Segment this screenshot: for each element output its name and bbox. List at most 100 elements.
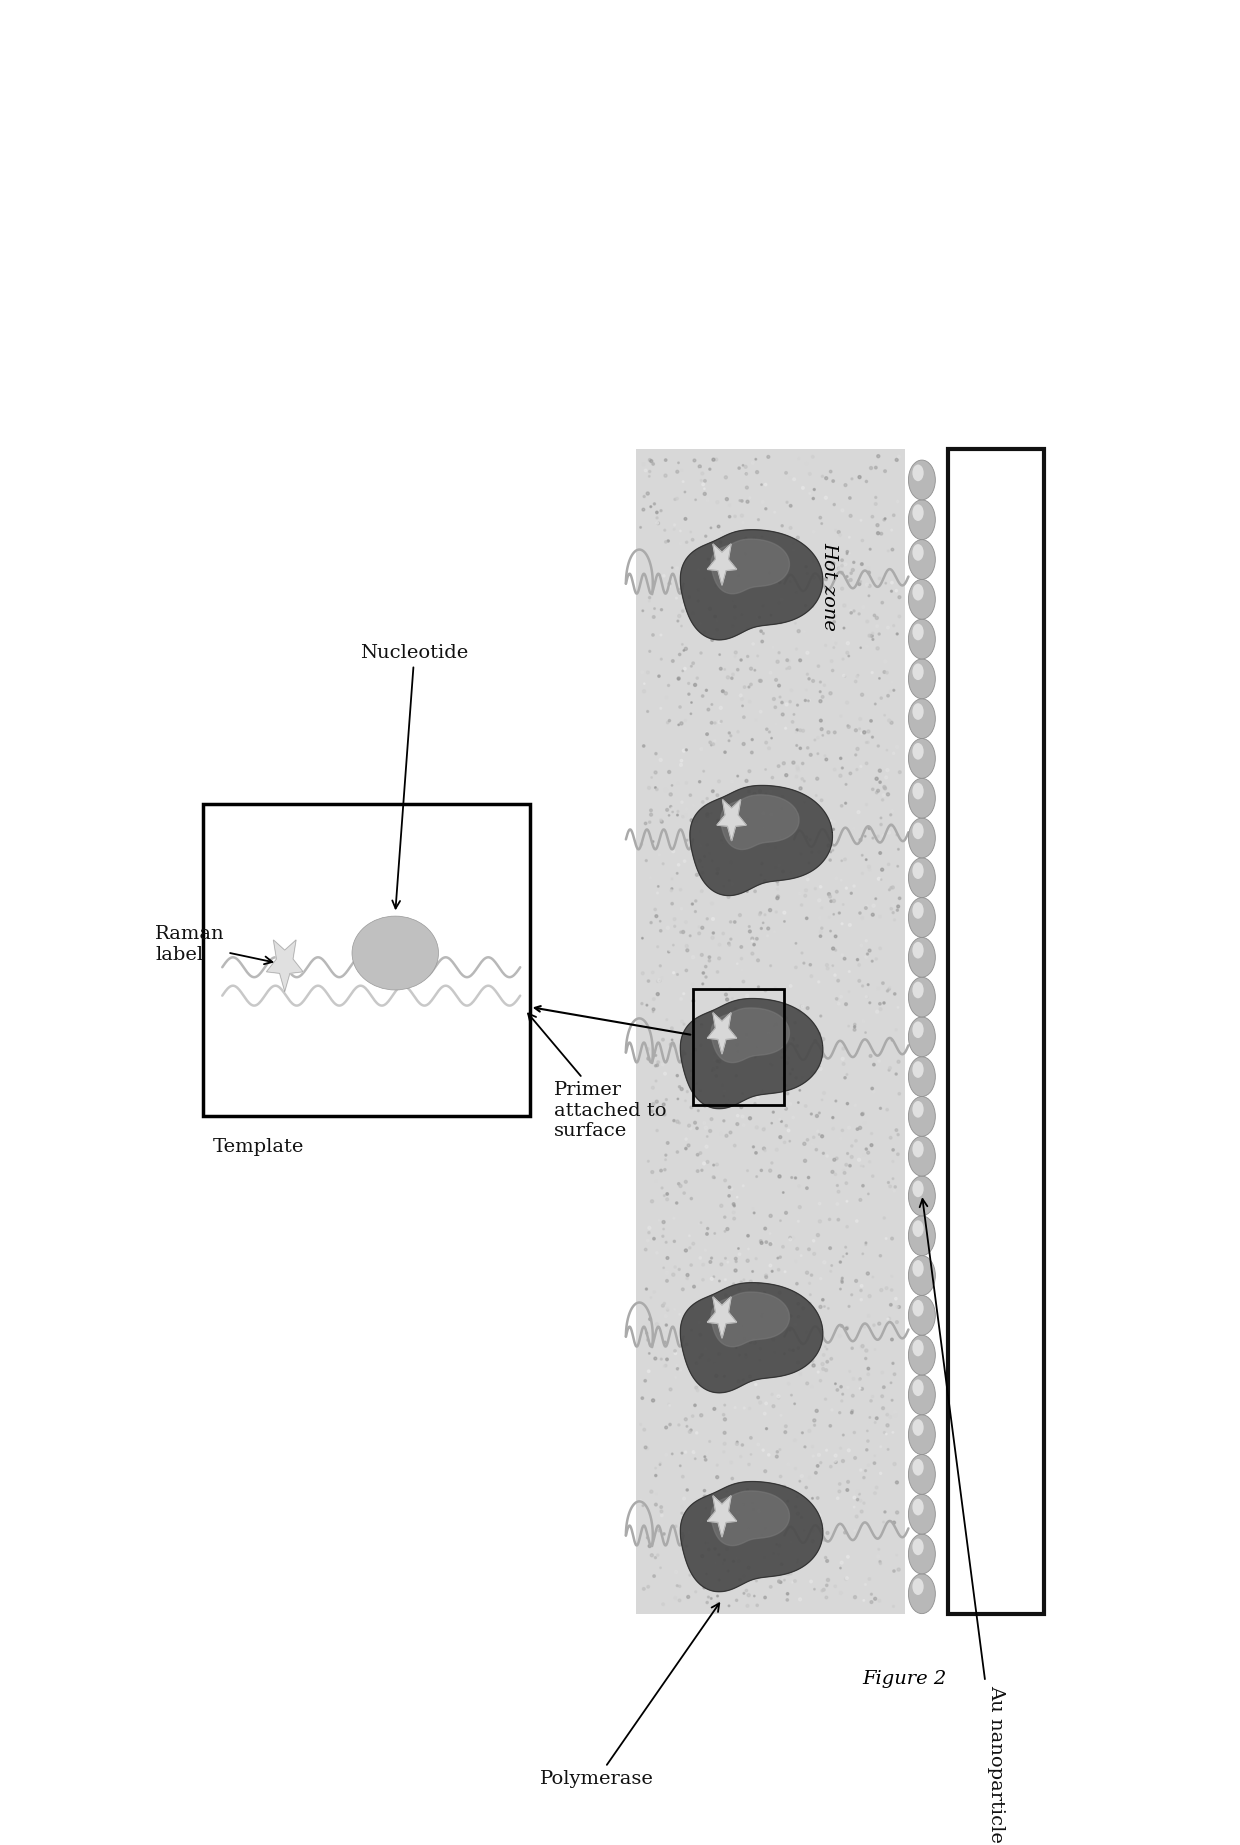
Point [688, 576, 708, 605]
Point [717, 485, 737, 515]
Point [849, 1365, 869, 1395]
Point [753, 1299, 773, 1328]
Point [811, 707, 831, 736]
Point [801, 1100, 821, 1129]
Point [646, 1066, 666, 1096]
Point [751, 1044, 771, 1074]
Point [631, 830, 651, 860]
Point [725, 638, 745, 668]
Point [888, 1120, 908, 1149]
Point [647, 878, 667, 908]
Point [763, 633, 782, 662]
Point [838, 710, 858, 740]
Point [661, 1375, 681, 1404]
Circle shape [913, 1181, 924, 1197]
Point [802, 592, 822, 622]
Point [729, 1367, 749, 1397]
Point [744, 1328, 764, 1358]
Point [759, 734, 779, 764]
Point [821, 1256, 841, 1286]
Point [706, 708, 725, 738]
Point [717, 985, 737, 1015]
Point [683, 526, 703, 555]
Point [722, 1482, 742, 1511]
Point [714, 1081, 734, 1111]
Point [732, 1092, 751, 1122]
Point [742, 1439, 761, 1469]
Circle shape [913, 1380, 924, 1397]
Point [691, 1074, 711, 1103]
Point [730, 1565, 750, 1594]
Point [817, 1518, 837, 1548]
Point [857, 749, 877, 779]
Point [836, 1149, 856, 1179]
Point [880, 677, 900, 707]
Point [655, 1059, 675, 1089]
Point [859, 1148, 879, 1177]
Point [732, 600, 751, 629]
Point [839, 539, 859, 568]
Point [703, 777, 723, 806]
Point [704, 1262, 724, 1291]
Point [714, 1107, 734, 1137]
Point [746, 1033, 766, 1063]
Point [689, 1208, 709, 1238]
Point [755, 755, 775, 784]
Point [668, 1410, 688, 1439]
Point [867, 945, 887, 974]
Point [711, 1118, 730, 1148]
Point [831, 1577, 851, 1607]
Point [830, 899, 849, 928]
Point [870, 1242, 890, 1271]
Point [704, 727, 724, 756]
Point [646, 1100, 666, 1129]
Point [714, 655, 734, 684]
Point [776, 653, 796, 683]
Point [709, 1266, 729, 1295]
Point [749, 1269, 769, 1299]
Point [787, 1234, 807, 1264]
Circle shape [913, 1539, 924, 1555]
Point [637, 1522, 657, 1552]
Point [657, 1127, 677, 1157]
Point [759, 1039, 779, 1068]
Circle shape [913, 1140, 924, 1157]
Point [844, 1483, 864, 1513]
Point [681, 1114, 701, 1144]
Point [779, 801, 799, 830]
Point [737, 766, 756, 795]
Point [672, 1074, 692, 1103]
Point [797, 1173, 817, 1203]
Point [728, 1101, 748, 1131]
Point [786, 797, 806, 827]
Point [699, 1090, 719, 1120]
Point [640, 445, 660, 474]
Point [851, 1456, 870, 1485]
Point [817, 1546, 837, 1576]
Point [717, 1284, 737, 1314]
Point [676, 504, 696, 533]
Point [787, 716, 807, 745]
Point [693, 958, 713, 987]
Point [702, 1048, 722, 1077]
Point [811, 921, 831, 950]
Point [738, 804, 758, 834]
Point [786, 577, 806, 607]
Point [677, 932, 697, 961]
Point [683, 1055, 703, 1085]
Point [789, 546, 808, 576]
Point [655, 1290, 675, 1319]
Point [768, 1231, 787, 1260]
Point [786, 1162, 806, 1192]
Point [675, 1332, 694, 1362]
Point [776, 1111, 796, 1140]
Point [808, 838, 828, 867]
Point [668, 769, 688, 799]
Point [869, 620, 889, 649]
Point [843, 1363, 863, 1393]
Point [641, 1330, 661, 1360]
Point [717, 577, 737, 607]
Point [888, 852, 908, 882]
Point [884, 1175, 904, 1205]
Point [738, 1590, 758, 1620]
